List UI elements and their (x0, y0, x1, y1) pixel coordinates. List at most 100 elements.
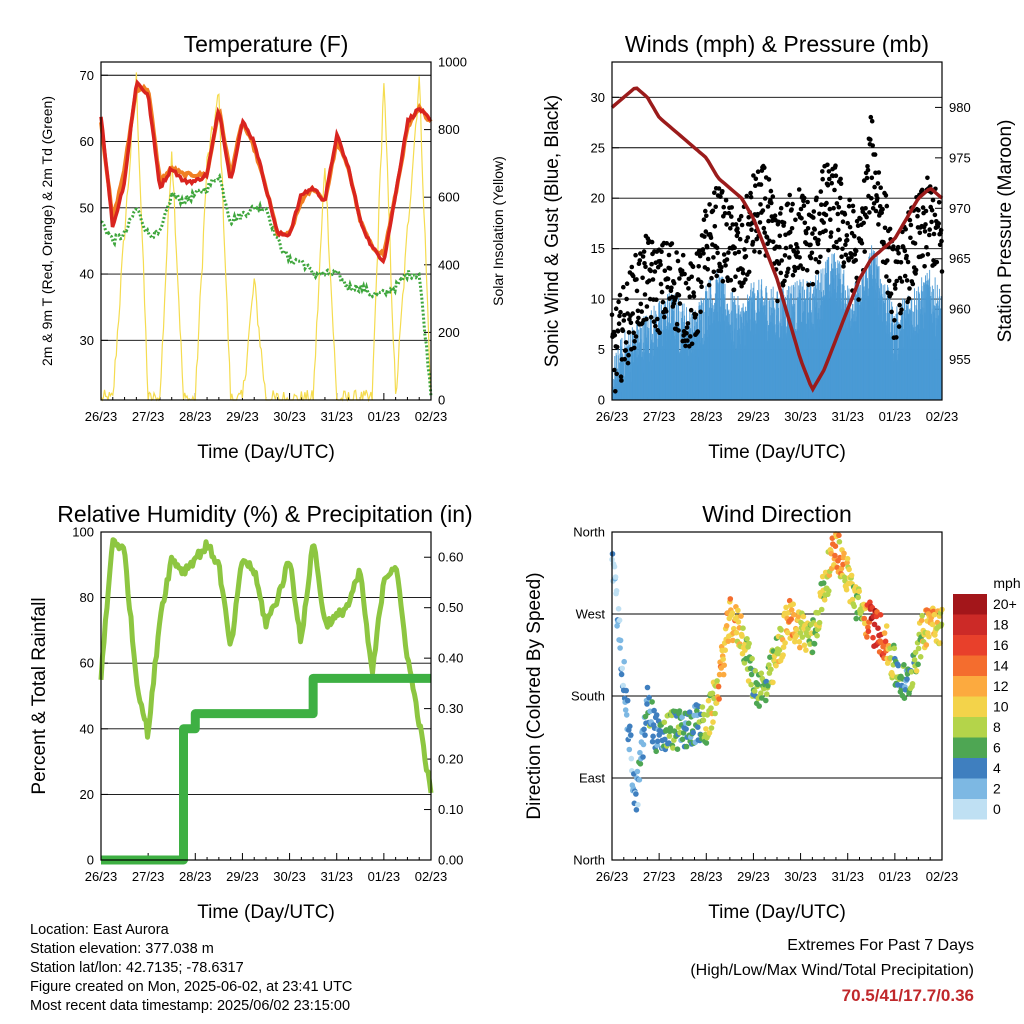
series-direction (609, 531, 945, 813)
winds-pressure-panel: Winds (mph) & Pressure (mb) Time (Day/UTC… (542, 31, 1016, 463)
gust-point (789, 226, 795, 231)
direction-point (780, 652, 786, 658)
y-tick-label: North (573, 853, 605, 868)
gust-point (781, 220, 787, 226)
gust-point (711, 255, 716, 260)
x-tick-label: 02/23 (926, 869, 959, 884)
direction-point (674, 746, 681, 752)
gust-point (798, 206, 804, 212)
gust-point (633, 252, 638, 258)
gust-point (624, 281, 630, 287)
gust-point (635, 308, 641, 314)
gust-point (640, 275, 645, 281)
gust-point (787, 229, 793, 235)
gust-point (869, 175, 875, 181)
gust-point (675, 258, 681, 264)
direction-point (640, 754, 646, 760)
gust-point (708, 235, 714, 240)
y2-tick-label: 0.00 (438, 853, 463, 868)
x-tick-label: 26/23 (596, 409, 629, 424)
gust-point (659, 289, 665, 295)
y2-tick-label: 0.60 (438, 550, 463, 565)
gust-point (748, 194, 754, 200)
direction-point (911, 657, 918, 663)
direction-point (722, 647, 728, 653)
plot-frame (100, 531, 432, 861)
gust-point (875, 181, 881, 186)
gust-point (729, 205, 734, 210)
gust-point (778, 270, 784, 276)
gust-point (847, 224, 853, 230)
y2-tick-label: 800 (438, 122, 460, 137)
gust-point (621, 284, 626, 290)
y2-tick-label: 200 (438, 325, 460, 340)
gust-point (779, 258, 784, 263)
gust-point (720, 278, 726, 284)
gust-point (897, 275, 903, 281)
direction-point (800, 613, 807, 620)
gust-point (853, 258, 858, 263)
direction-point (790, 601, 796, 607)
gust-point (695, 329, 701, 334)
gust-point (922, 264, 927, 269)
gust-point (931, 231, 937, 237)
gust-point (746, 269, 752, 275)
speed-colorbar: mph 20+ 18 16 14 12 10 8 6 4 2 0 (953, 575, 1021, 820)
direction-point (783, 604, 789, 611)
y-tick-label: 40 (80, 721, 94, 736)
x-axis-label: Time (Day/UTC) (197, 442, 335, 463)
gust-point (612, 332, 618, 338)
gust-point (924, 245, 929, 250)
direction-point (811, 641, 818, 647)
direction-point (864, 634, 870, 640)
gust-point (923, 222, 928, 227)
extremes-subtitle: (High/Low/Max Wind/Total Precipitation) (690, 962, 974, 979)
direction-point (832, 543, 839, 549)
gust-point (790, 201, 795, 207)
gust-point (704, 213, 709, 219)
gust-point (783, 245, 789, 251)
gust-point (618, 374, 624, 380)
gust-point (643, 264, 648, 270)
colorbar-label: 14 (993, 658, 1009, 674)
direction-point (752, 668, 758, 674)
x-tick-label: 28/23 (690, 409, 723, 424)
gust-point (869, 118, 875, 124)
gust-point (676, 292, 682, 298)
direction-point (712, 710, 718, 717)
gust-point (623, 340, 629, 345)
y-tick-label: 40 (80, 267, 94, 282)
y-tick-label: 100 (72, 525, 94, 540)
colorbar-label: 16 (993, 637, 1009, 653)
direction-point (764, 691, 770, 697)
gust-point (738, 213, 744, 219)
gust-point (824, 200, 829, 206)
gust-point (828, 230, 834, 235)
direction-point (635, 801, 641, 808)
direction-point (612, 574, 619, 580)
x-tick-label: 26/23 (596, 869, 629, 884)
gust-point (840, 219, 846, 224)
direction-point (624, 697, 631, 704)
gust-point (685, 338, 690, 343)
gust-point (810, 231, 815, 236)
direction-point (683, 726, 689, 732)
gust-point (679, 268, 685, 274)
y2-axis-label: Solar Insolation (Yellow) (490, 156, 506, 306)
gust-point (875, 196, 880, 201)
gust-point (726, 210, 732, 216)
gust-point (820, 176, 825, 182)
gust-point (937, 242, 943, 248)
gust-point (805, 199, 810, 205)
wind-direction-panel: Wind Direction Time (Day/UTC) 26/23 27/23 28… (524, 501, 958, 923)
gust-point (703, 208, 708, 214)
gust-point (712, 190, 717, 195)
direction-point (666, 733, 673, 739)
direction-point (803, 647, 809, 653)
gust-point (886, 278, 892, 284)
gust-point (706, 282, 712, 288)
gust-point (665, 276, 671, 282)
gust-point (716, 186, 722, 191)
gust-point (913, 271, 918, 276)
gust-point (718, 194, 723, 199)
